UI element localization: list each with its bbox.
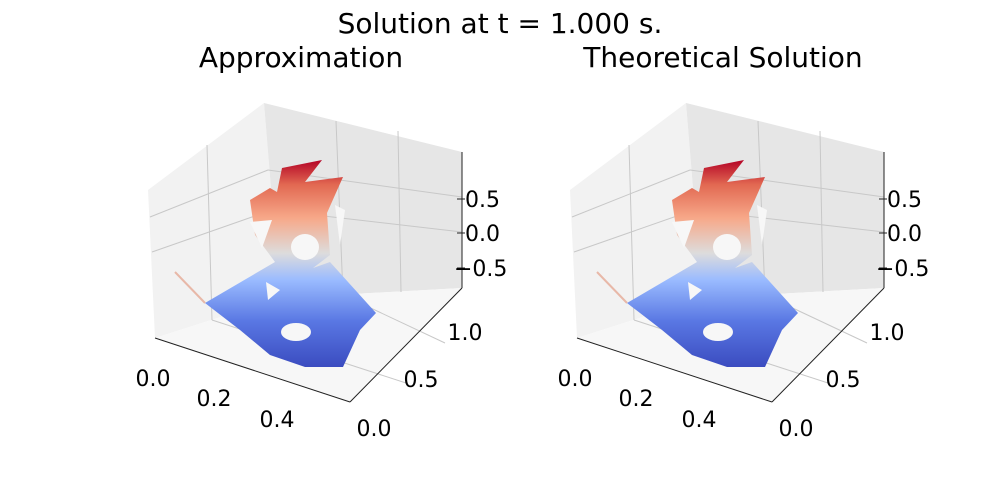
z-tick-label: 0.0	[465, 222, 500, 247]
y-tick-label: 0.5	[404, 368, 439, 393]
z-tick-label: −0.5	[454, 257, 507, 282]
x-tick-label: 0.4	[682, 408, 717, 433]
x-tick-label: 0.4	[260, 408, 295, 433]
y-tick-label: 1.0	[448, 321, 483, 346]
z-tick-label: 0.5	[887, 188, 922, 213]
z-tick-label: −0.5	[876, 257, 929, 282]
y-tick-label: 1.0	[870, 321, 905, 346]
surface-holes	[672, 205, 767, 341]
figure-suptitle: Solution at t = 1.000 s.	[338, 7, 663, 40]
z-tick-label: 0.0	[887, 222, 922, 247]
x-tick-label: 0.2	[619, 387, 654, 412]
surface	[174, 160, 376, 367]
axes-title: Theoretical Solution	[582, 41, 862, 74]
y-tick-label: 0.5	[826, 368, 861, 393]
y-tick-label: 0.0	[357, 417, 392, 442]
z-tick-marks	[457, 198, 465, 269]
x-tick-label: 0.0	[558, 367, 593, 392]
axes-approximation: Approximation	[136, 41, 508, 442]
z-tick-marks	[879, 198, 887, 269]
axis-lines	[154, 152, 463, 403]
y-tick-label: 0.0	[779, 417, 814, 442]
axes-title: Approximation	[199, 41, 403, 74]
surface-holes	[250, 205, 345, 341]
axes-theoretical-solution: Theoretical Solution	[558, 41, 930, 442]
axis-lines	[576, 152, 885, 403]
surface	[596, 160, 798, 367]
x-tick-label: 0.2	[197, 387, 232, 412]
x-tick-label: 0.0	[136, 367, 171, 392]
z-tick-label: 0.5	[465, 188, 500, 213]
